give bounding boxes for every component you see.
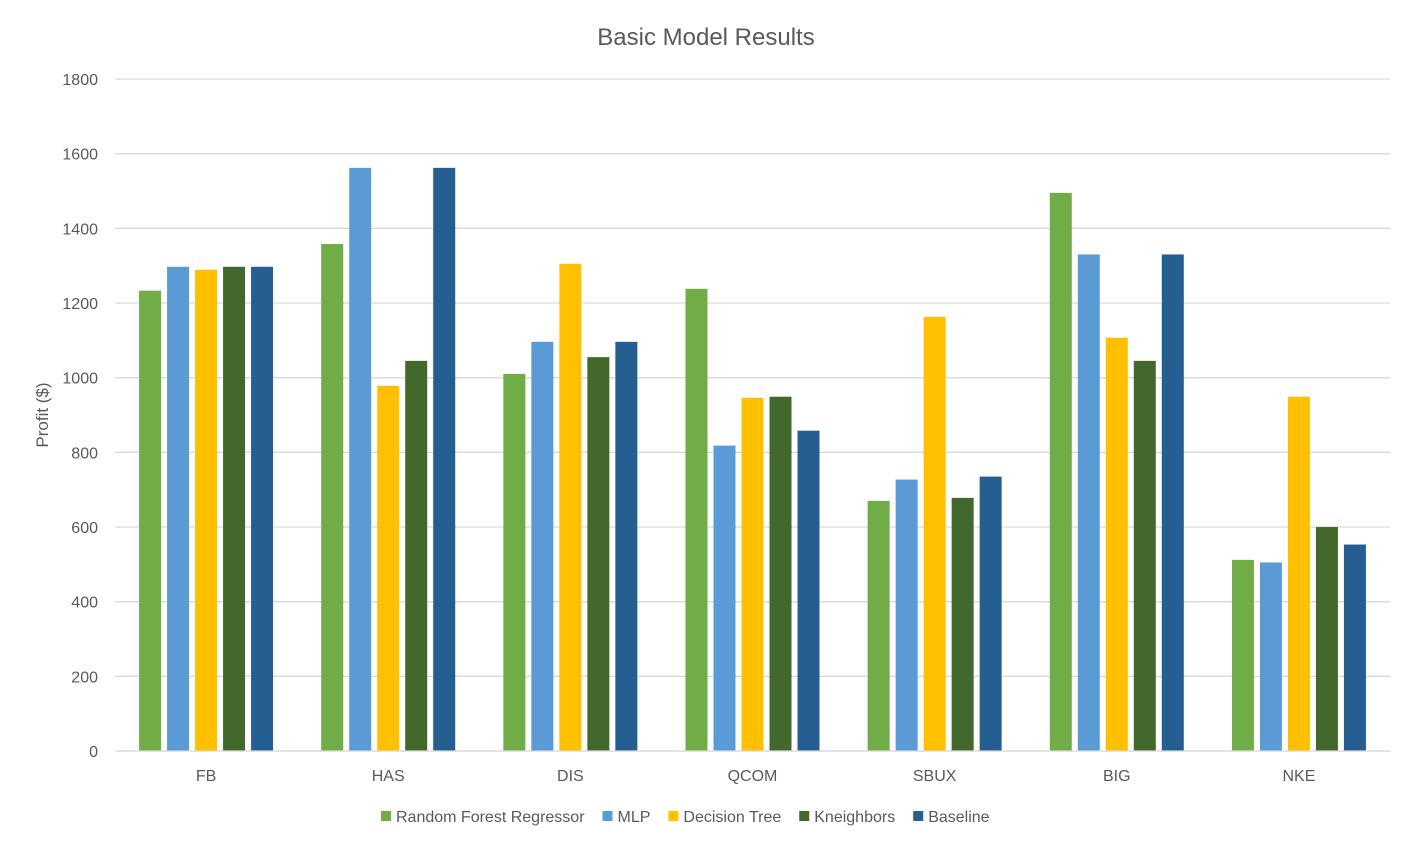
bar-qcom-baseline (797, 430, 820, 751)
legend-swatch (602, 811, 613, 821)
bar-nke-decision-tree (1287, 396, 1310, 751)
legend-swatch (668, 811, 679, 821)
x-tick-label: DIS (557, 768, 584, 785)
x-tick-label: NKE (1282, 768, 1315, 785)
bar-big-mlp (1077, 254, 1100, 751)
bar-dis-decision-tree (559, 263, 582, 751)
legend-label: MLP (618, 809, 651, 826)
legend-swatch (381, 811, 391, 821)
x-tick-label: BIG (1103, 768, 1131, 785)
bar-fb-random-forest-regressor (139, 290, 162, 751)
x-tick-label: QCOM (728, 768, 778, 785)
legend-swatch (913, 811, 924, 821)
bar-dis-random-forest-regressor (503, 373, 526, 751)
legend-label: Decision Tree (683, 809, 781, 826)
bar-has-mlp (349, 167, 372, 751)
y-tick-label: 800 (71, 445, 98, 462)
bar-sbux-random-forest-regressor (867, 500, 890, 751)
bar-nke-mlp (1259, 562, 1282, 751)
bar-dis-mlp (531, 341, 554, 751)
bar-qcom-kneighbors (769, 396, 792, 751)
y-tick-label: 600 (71, 520, 98, 537)
bar-qcom-decision-tree (741, 397, 764, 751)
chart-title: Basic Model Results (597, 24, 814, 51)
legend-label: Kneighbors (814, 809, 895, 826)
y-axis-label: Profit ($) (33, 382, 52, 447)
y-tick-label: 400 (71, 595, 98, 612)
bar-qcom-mlp (713, 445, 736, 751)
bar-sbux-baseline (979, 476, 1002, 751)
bar-big-baseline (1161, 254, 1184, 751)
legend-label: Random Forest Regressor (396, 809, 585, 826)
bar-qcom-random-forest-regressor (685, 288, 708, 751)
bar-big-decision-tree (1105, 337, 1128, 751)
y-tick-label: 200 (71, 669, 98, 686)
y-tick-label: 0 (89, 744, 98, 761)
y-tick-label: 1600 (62, 147, 98, 164)
x-axis-ticks: FB HAS DIS QCOM SBUX BIG NKE (115, 750, 1390, 785)
bar-has-random-forest-regressor (321, 244, 344, 751)
legend-swatch (799, 811, 810, 821)
bar-fb-baseline (251, 266, 274, 751)
y-tick-label: 1800 (62, 72, 98, 89)
bars (139, 167, 1366, 751)
legend: Random Forest Regressor MLP Decision Tree K… (381, 809, 990, 826)
bar-big-kneighbors (1133, 360, 1156, 751)
x-tick-label: HAS (372, 768, 405, 785)
y-tick-label: 1000 (62, 371, 98, 388)
x-tick-label: SBUX (913, 768, 957, 785)
bar-has-kneighbors (405, 360, 428, 751)
bar-dis-kneighbors (587, 357, 610, 751)
bar-fb-mlp (167, 266, 190, 751)
bar-sbux-kneighbors (951, 497, 974, 751)
bar-sbux-mlp (895, 479, 918, 751)
bar-nke-kneighbors (1315, 527, 1338, 751)
x-tick-label: FB (196, 768, 216, 785)
bar-has-baseline (433, 167, 456, 751)
bar-nke-baseline (1343, 544, 1366, 751)
bar-big-random-forest-regressor (1049, 192, 1072, 751)
bar-has-decision-tree (377, 385, 400, 751)
y-axis-ticks: 0 200 400 600 800 1000 1200 1400 1600 1800 (62, 72, 98, 761)
bar-fb-decision-tree (195, 269, 218, 751)
y-tick-label: 1400 (62, 221, 98, 238)
bar-dis-baseline (615, 341, 638, 751)
legend-label: Baseline (928, 809, 989, 826)
y-tick-label: 1200 (62, 296, 98, 313)
bar-sbux-decision-tree (923, 316, 946, 751)
bar-fb-kneighbors (223, 266, 246, 751)
bar-nke-random-forest-regressor (1231, 559, 1254, 751)
